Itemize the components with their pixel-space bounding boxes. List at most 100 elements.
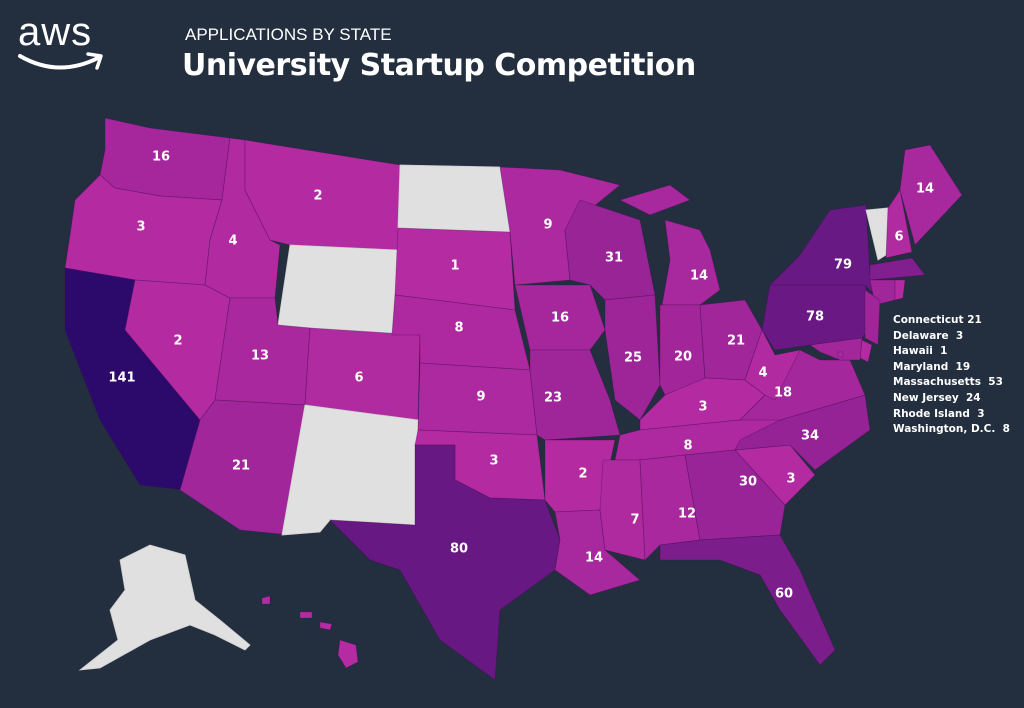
state-shape[interactable] [684, 449, 786, 541]
state-value-label: 78 [806, 310, 824, 325]
state-shape[interactable] [885, 188, 913, 259]
state-value-label: 31 [605, 251, 623, 266]
state-shape[interactable] [281, 404, 419, 536]
state-shape[interactable] [599, 459, 646, 561]
state-new-jersey[interactable] [864, 289, 881, 346]
state-value-label: 2 [578, 467, 587, 482]
state-louisiana[interactable] [554, 509, 641, 596]
state-value-label: 6 [894, 230, 903, 245]
state-shape[interactable] [659, 534, 836, 666]
state-washington-d-c[interactable] [837, 351, 844, 358]
state-shape[interactable] [899, 144, 963, 246]
aws-logo-text: aws [18, 10, 93, 54]
state-shape[interactable] [864, 289, 881, 346]
state-new-hampshire[interactable] [885, 188, 913, 259]
state-alaska[interactable] [78, 544, 251, 671]
state-shape[interactable] [397, 164, 511, 233]
state-rhode-island[interactable] [894, 279, 906, 301]
state-value-label: 14 [690, 269, 708, 284]
state-value-label: 16 [152, 150, 170, 165]
state-value-label: 2 [173, 334, 182, 349]
state-florida[interactable] [659, 534, 836, 666]
state-shape[interactable] [261, 595, 271, 605]
state-value-label: 1 [450, 259, 459, 274]
state-value-label: 21 [727, 334, 745, 349]
state-shape[interactable] [554, 509, 641, 596]
state-new-mexico[interactable] [281, 404, 419, 536]
map-title: University Startup Competition [182, 48, 696, 83]
state-north-dakota[interactable] [397, 164, 511, 233]
state-vermont[interactable] [865, 207, 889, 261]
state-value-label: 21 [232, 459, 250, 474]
state-wyoming[interactable] [277, 244, 399, 336]
state-value-label: 141 [108, 371, 135, 386]
aws-logo: aws [18, 12, 108, 72]
state-value-label: 8 [683, 439, 692, 454]
legend-item: Rhode Island 3 [893, 407, 985, 420]
state-mississippi[interactable] [599, 459, 646, 561]
state-shape[interactable] [661, 219, 721, 306]
state-maine[interactable] [899, 144, 963, 246]
legend-item: Delaware 3 [893, 329, 964, 342]
state-value-label: 23 [544, 391, 562, 406]
state-shape[interactable] [337, 639, 359, 669]
state-shape[interactable] [277, 244, 399, 336]
state-value-label: 79 [834, 258, 852, 273]
legend-item: Washington, D.C. 8 [893, 423, 1010, 436]
state-shape[interactable] [808, 337, 863, 361]
state-shape[interactable] [769, 204, 881, 301]
legend-item: Massachusetts 53 [893, 376, 1003, 389]
state-shape[interactable] [319, 621, 333, 631]
state-value-label: 25 [624, 351, 642, 366]
state-value-label: 16 [551, 311, 569, 326]
state-new-york[interactable] [769, 204, 881, 301]
state-georgia[interactable] [684, 449, 786, 541]
state-shape[interactable] [739, 349, 866, 421]
legend-item: Hawaii 1 [893, 345, 948, 358]
state-shape[interactable] [618, 184, 691, 216]
state-shape[interactable] [734, 394, 871, 471]
state-shape[interactable] [299, 611, 313, 619]
state-shape[interactable] [869, 257, 926, 281]
state-value-label: 7 [630, 513, 639, 528]
state-shape[interactable] [328, 444, 561, 681]
state-value-label: 4 [228, 234, 237, 249]
state-value-label: 18 [774, 386, 792, 401]
map-subtitle: APPLICATIONS BY STATE [185, 25, 392, 44]
state-shape[interactable] [894, 279, 906, 301]
legend-item: New Jersey 24 [893, 391, 981, 404]
state-value-label: 3 [786, 472, 795, 487]
state-north-carolina[interactable] [734, 394, 871, 471]
state-virginia[interactable] [739, 349, 866, 421]
state-value-label: 8 [454, 321, 463, 336]
state-value-label: 6 [354, 371, 363, 386]
state-value-label: 14 [585, 551, 603, 566]
state-value-label: 13 [251, 349, 269, 364]
state-hawaii[interactable] [261, 595, 359, 669]
state-value-label: 60 [775, 587, 793, 602]
state-shape[interactable] [529, 349, 621, 441]
state-texas[interactable] [328, 444, 561, 681]
state-value-label: 9 [543, 218, 552, 233]
state-value-label: 12 [678, 507, 696, 522]
state-value-label: 9 [476, 390, 485, 405]
state-shape[interactable] [865, 207, 889, 261]
state-missouri[interactable] [529, 349, 621, 441]
state-value-label: 34 [801, 429, 819, 444]
state-value-label: 3 [136, 220, 145, 235]
state-value-label: 2 [313, 189, 322, 204]
state-maryland[interactable] [808, 337, 863, 361]
state-value-label: 4 [758, 366, 767, 381]
state-value-label: 80 [450, 542, 468, 557]
state-michigan[interactable] [618, 184, 721, 306]
state-value-label: 3 [489, 454, 498, 469]
state-iowa[interactable] [514, 284, 606, 351]
state-value-label: 30 [739, 475, 757, 490]
state-shape[interactable] [514, 284, 606, 351]
state-value-label: 14 [916, 182, 934, 197]
small-states-legend: Connecticut 21 Delaware 3 Hawaii 1 Maryl… [893, 313, 1010, 438]
state-shape[interactable] [837, 351, 844, 358]
state-massachusetts[interactable] [869, 257, 926, 281]
state-shape[interactable] [78, 544, 251, 671]
